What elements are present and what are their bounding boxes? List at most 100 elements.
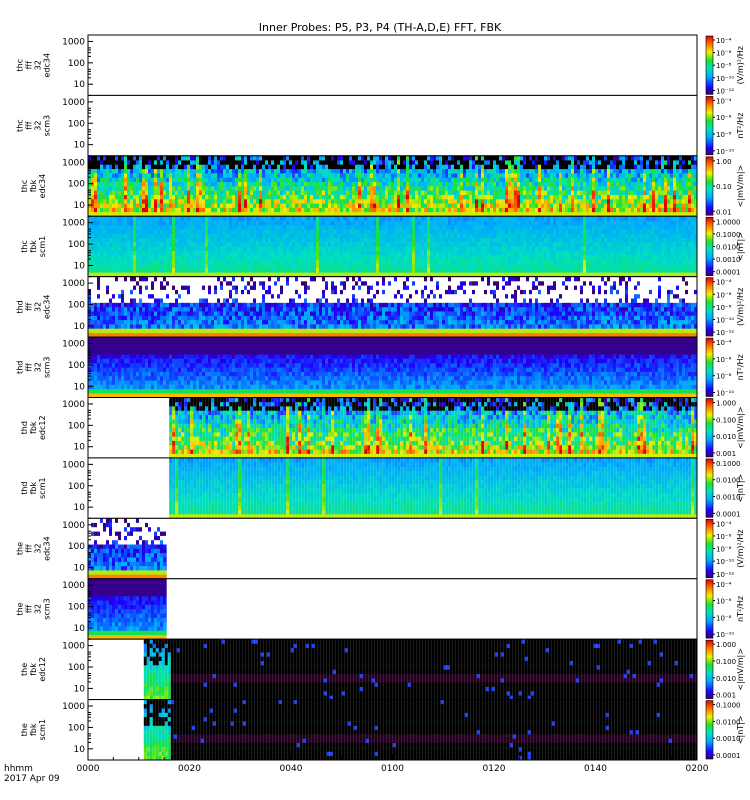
data-cell	[403, 247, 406, 252]
data-cell	[91, 225, 94, 230]
data-cell	[208, 186, 211, 191]
data-cell	[259, 173, 262, 178]
data-cell	[262, 229, 265, 234]
data-cell	[454, 165, 457, 170]
data-cell	[313, 242, 316, 247]
data-cell	[439, 169, 442, 174]
data-cell	[478, 259, 481, 264]
data-cell	[583, 169, 586, 174]
data-cell	[157, 234, 160, 239]
data-cell	[448, 156, 451, 161]
data-cell	[307, 199, 310, 204]
data-cell	[376, 156, 379, 161]
data-cell	[319, 264, 322, 269]
data-cell	[388, 186, 391, 191]
data-cell	[262, 255, 265, 260]
data-cell	[235, 186, 238, 191]
data-cell	[139, 234, 142, 239]
data-cell	[616, 208, 619, 213]
data-cell	[244, 221, 247, 226]
data-cell	[421, 225, 424, 230]
data-cell	[289, 177, 292, 182]
data-cell	[499, 238, 502, 243]
data-cell	[493, 195, 496, 200]
data-cell	[109, 268, 112, 273]
data-cell	[490, 156, 493, 161]
data-cell	[229, 165, 232, 170]
data-cell	[142, 234, 145, 239]
colorbar	[706, 157, 713, 215]
data-cell	[403, 268, 406, 273]
colorbar-tick-label: 10⁻¹²	[716, 87, 734, 95]
data-cell	[268, 186, 271, 191]
data-cell	[385, 221, 388, 226]
data-cell	[409, 190, 412, 195]
data-cell	[622, 208, 625, 213]
data-cell	[535, 177, 538, 182]
data-cell	[232, 216, 235, 221]
data-cell	[496, 177, 499, 182]
data-cell	[433, 229, 436, 234]
data-cell	[142, 195, 145, 200]
data-cell	[505, 156, 508, 161]
data-cell	[442, 268, 445, 273]
data-cell	[391, 177, 394, 182]
data-cell	[391, 208, 394, 213]
data-cell	[184, 259, 187, 264]
data-cell	[475, 225, 478, 230]
data-cell	[538, 160, 541, 165]
data-cell	[247, 259, 250, 264]
data-cell	[157, 177, 160, 182]
data-cell	[148, 160, 151, 165]
data-cell	[148, 190, 151, 195]
data-cell	[286, 182, 289, 187]
data-cell	[166, 208, 169, 213]
data-cell	[313, 221, 316, 226]
data-cell	[400, 173, 403, 178]
data-cell	[388, 195, 391, 200]
data-cell	[406, 216, 409, 221]
data-cell	[196, 195, 199, 200]
data-cell	[319, 186, 322, 191]
data-cell	[496, 221, 499, 226]
data-cell	[271, 229, 274, 234]
data-cell	[91, 173, 94, 178]
data-cell	[523, 251, 526, 256]
data-cell	[334, 255, 337, 260]
data-cell	[376, 186, 379, 191]
y-tick-label: 100	[68, 59, 85, 69]
data-cell	[427, 195, 430, 200]
data-cell	[532, 199, 535, 204]
data-cell	[352, 238, 355, 243]
data-cell	[595, 208, 598, 213]
data-cell	[691, 203, 694, 208]
data-cell	[520, 238, 523, 243]
data-cell	[667, 199, 670, 204]
data-cell	[133, 169, 136, 174]
data-cell	[595, 160, 598, 165]
data-cell	[469, 177, 472, 182]
data-cell	[664, 182, 667, 187]
data-cell	[448, 208, 451, 213]
data-cell	[406, 165, 409, 170]
data-cell	[679, 160, 682, 165]
data-cell	[649, 199, 652, 204]
data-cell	[505, 268, 508, 273]
data-cell	[376, 259, 379, 264]
data-cell	[328, 229, 331, 234]
data-cell	[394, 177, 397, 182]
data-cell	[208, 195, 211, 200]
data-cell	[274, 259, 277, 264]
data-cell	[118, 221, 121, 226]
data-cell	[271, 182, 274, 187]
data-cell	[166, 238, 169, 243]
data-cell	[490, 160, 493, 165]
data-cell	[103, 216, 106, 221]
data-cell	[631, 186, 634, 191]
data-cell	[337, 234, 340, 239]
data-cell	[484, 177, 487, 182]
data-cell	[577, 208, 580, 213]
data-cell	[568, 186, 571, 191]
data-cell	[145, 177, 148, 182]
data-cell	[142, 186, 145, 191]
